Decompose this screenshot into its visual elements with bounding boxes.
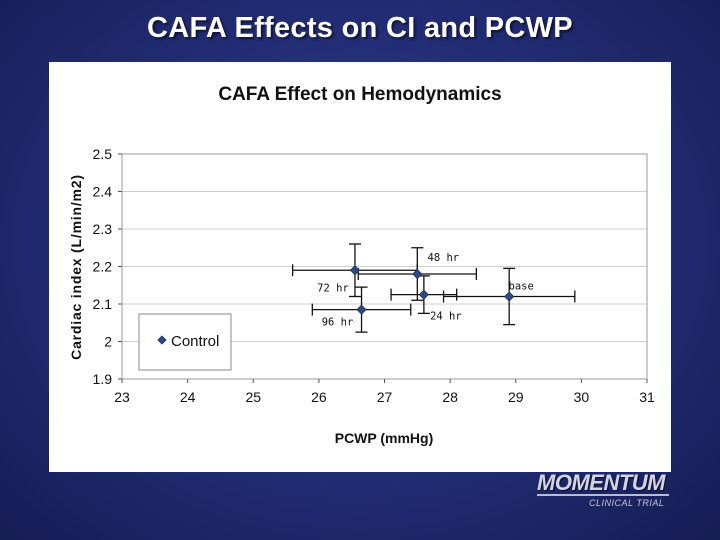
slide-title: CAFA Effects on CI and PCWP <box>147 12 573 44</box>
y-axis-label: Cardiac index (L/min/m2) <box>68 174 84 360</box>
x-tick-label: 29 <box>508 389 524 405</box>
data-point <box>349 265 361 276</box>
point-label: base <box>509 281 534 293</box>
point-label: 96 hr <box>322 317 354 329</box>
chart-panel: CAFA Effect on Hemodynamics 1.9 2 2.1 2.2 2.… <box>49 62 671 472</box>
x-tick-label: 25 <box>245 389 261 405</box>
legend-marker <box>157 335 167 345</box>
legend-box <box>138 313 232 371</box>
point-labels: base 24 hr 48 hr 72 hr 96 hr <box>317 252 534 329</box>
legend-label: Control <box>171 333 219 350</box>
data-point <box>504 291 515 302</box>
x-axis-label: PCWP (mmHg) <box>335 430 434 446</box>
data-point <box>356 304 367 315</box>
hemodynamics-chart: CAFA Effect on Hemodynamics 1.9 2 2.1 2.2 2.… <box>68 84 655 446</box>
data-points <box>349 265 515 315</box>
data-point <box>418 289 429 300</box>
logo-sub-text: CLINICAL TRIAL <box>589 498 665 508</box>
momentum-logo: MOMENTUM CLINICAL TRIAL <box>537 472 687 512</box>
point-label: 24 hr <box>430 311 462 323</box>
chart-title: CAFA Effect on Hemodynamics <box>218 84 501 105</box>
y-tick-label: 2.1 <box>93 296 113 312</box>
x-tick-label: 23 <box>114 389 130 405</box>
legend: Control <box>138 313 232 371</box>
y-tick-label: 1.9 <box>93 371 113 387</box>
x-tick-label: 27 <box>377 389 393 405</box>
y-tick-label: 2.2 <box>93 259 113 275</box>
y-tick-label: 2 <box>104 334 112 350</box>
x-tick-label: 30 <box>574 389 590 405</box>
logo-main-text: MOMENTUM <box>537 472 669 496</box>
y-tick-label: 2.4 <box>93 184 113 200</box>
x-tick-label: 26 <box>311 389 327 405</box>
point-label: 72 hr <box>317 282 349 294</box>
point-label: 48 hr <box>428 252 460 264</box>
axes: 1.9 2 2.1 2.2 2.3 2.4 2.5 23 24 25 26 27 28 29 30 31 <box>93 146 655 405</box>
y-tick-label: 2.3 <box>93 221 113 237</box>
x-tick-label: 31 <box>639 389 655 405</box>
x-tick-label: 24 <box>180 389 196 405</box>
x-tick-label: 28 <box>442 389 458 405</box>
data-point <box>412 268 423 280</box>
y-tick-label: 2.5 <box>93 146 113 162</box>
